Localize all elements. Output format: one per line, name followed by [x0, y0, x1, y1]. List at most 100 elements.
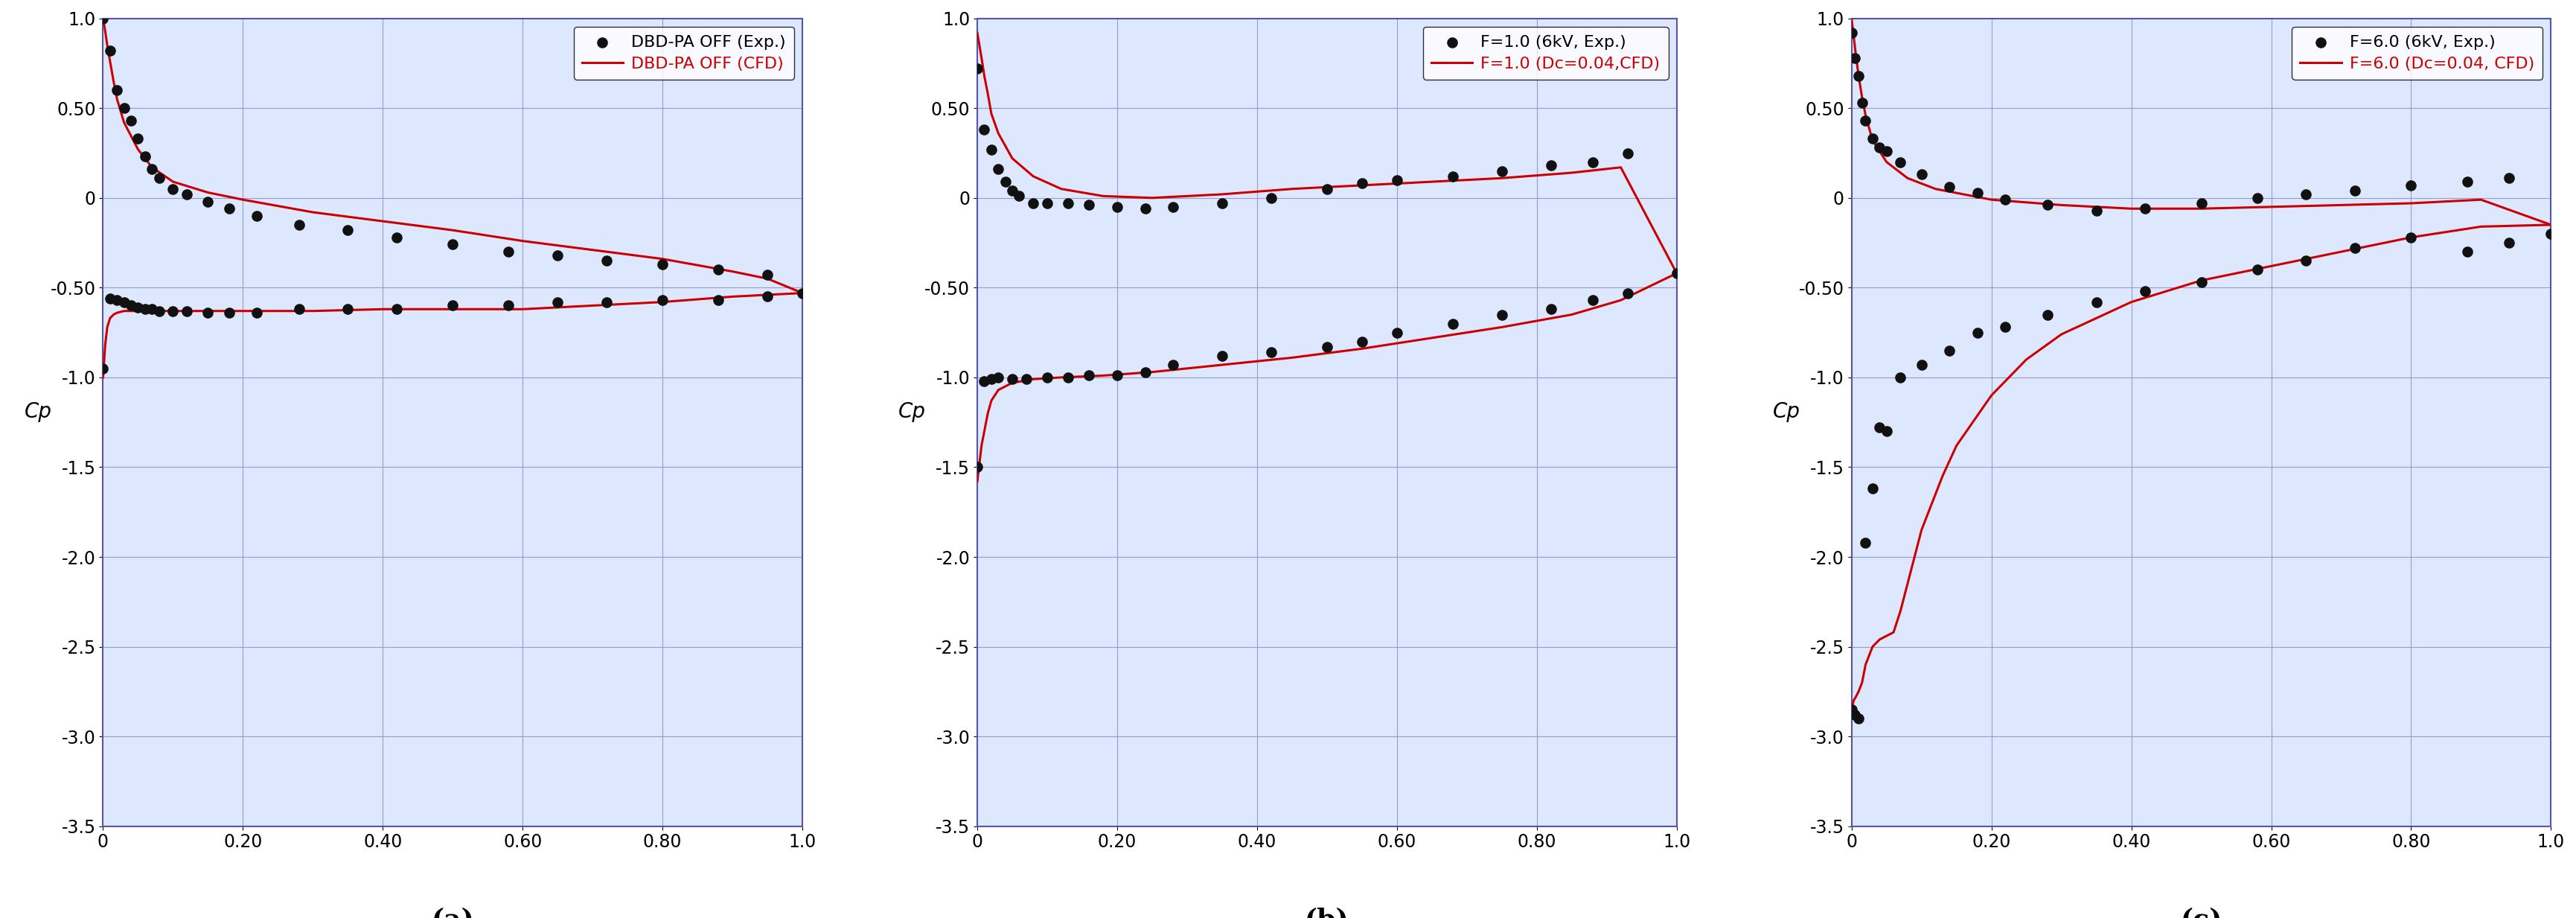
Line: DBD-PA OFF (CFD): DBD-PA OFF (CFD): [103, 293, 801, 377]
Point: [131, 162, 173, 176]
DBD-PA OFF (Exp.): [152, 304, 193, 319]
F=1.0 (6kV, Exp.): [971, 372, 1012, 386]
F=1.0 (Dc=0.04,CFD): [966, 440, 997, 451]
F=6.0 (Dc=0.04, CFD): [2396, 232, 2427, 243]
Point: [278, 218, 319, 232]
DBD-PA OFF (Exp.): [103, 295, 144, 309]
F=6.0 (6kV, Exp.): [2445, 244, 2486, 259]
F=6.0 (Dc=0.04, CFD): [2115, 297, 2146, 308]
Point: [698, 263, 739, 277]
DBD-PA OFF (CFD): [124, 306, 155, 317]
DBD-PA OFF (CFD): [108, 306, 139, 317]
DBD-PA OFF (CFD): [507, 304, 538, 315]
Point: [376, 230, 417, 245]
F=6.0 (6kV, Exp.): [2027, 308, 2069, 322]
F=1.0 (Dc=0.04,CFD): [1417, 332, 1448, 343]
Point: [118, 131, 160, 146]
F=6.0 (6kV, Exp.): [1834, 708, 1875, 722]
F=6.0 (6kV, Exp.): [1984, 319, 2025, 334]
F=1.0 (6kV, Exp.): [1432, 316, 1473, 330]
DBD-PA OFF (Exp.): [536, 295, 577, 309]
F=1.0 (Dc=0.04,CFD): [1018, 374, 1048, 385]
Point: [1432, 169, 1473, 184]
DBD-PA OFF (CFD): [368, 304, 399, 315]
F=6.0 (6kV, Exp.): [2488, 235, 2530, 250]
DBD-PA OFF (CFD): [144, 306, 175, 317]
F=1.0 (Dc=0.04,CFD): [1087, 370, 1118, 381]
F=6.0 (6kV, Exp.): [2285, 253, 2326, 268]
Point: [433, 237, 474, 252]
F=1.0 (6kV, Exp.): [1048, 370, 1090, 385]
F=6.0 (Dc=0.04, CFD): [1878, 627, 1909, 638]
DBD-PA OFF (CFD): [296, 306, 327, 317]
Y-axis label: Cp: Cp: [23, 401, 52, 422]
DBD-PA OFF (CFD): [227, 306, 258, 317]
F=6.0 (Dc=0.04, CFD): [2045, 329, 2076, 340]
Point: [2076, 203, 2117, 218]
Point: [2179, 196, 2221, 210]
Text: (c): (c): [2179, 907, 2221, 918]
Point: [103, 101, 144, 116]
DBD-PA OFF (CFD): [786, 287, 817, 298]
DBD-PA OFF (CFD): [90, 340, 121, 351]
Point: [747, 268, 788, 283]
DBD-PA OFF (Exp.): [167, 304, 209, 319]
F=1.0 (6kV, Exp.): [1481, 308, 1522, 322]
F=1.0 (6kV, Exp.): [1005, 372, 1046, 386]
Point: [1151, 199, 1193, 214]
F=6.0 (6kV, Exp.): [1852, 481, 1893, 496]
DBD-PA OFF (Exp.): [139, 304, 180, 319]
F=6.0 (Dc=0.04, CFD): [1837, 704, 1868, 715]
Text: (a): (a): [430, 907, 474, 918]
Point: [487, 244, 528, 259]
Point: [82, 11, 124, 26]
Point: [2236, 191, 2277, 206]
F=1.0 (Dc=0.04,CFD): [963, 458, 994, 469]
Text: (b): (b): [1303, 907, 1350, 918]
F=1.0 (6kV, Exp.): [1200, 349, 1242, 364]
Point: [976, 162, 1018, 176]
Point: [963, 122, 1005, 137]
Point: [2445, 174, 2486, 189]
Point: [2285, 187, 2326, 202]
Point: [1097, 199, 1139, 214]
F=6.0 (6kV, Exp.): [1929, 343, 1971, 358]
F=6.0 (Dc=0.04, CFD): [2254, 261, 2285, 272]
DBD-PA OFF (Exp.): [95, 293, 137, 308]
F=6.0 (6kV, Exp.): [2334, 241, 2375, 255]
Point: [536, 248, 577, 263]
F=6.0 (Dc=0.04, CFD): [1850, 659, 1880, 670]
Point: [2488, 171, 2530, 185]
Point: [1865, 144, 1906, 159]
DBD-PA OFF (Exp.): [237, 306, 278, 320]
DBD-PA OFF (Exp.): [278, 302, 319, 317]
Point: [167, 187, 209, 202]
F=6.0 (Dc=0.04, CFD): [2535, 219, 2566, 230]
F=6.0 (Dc=0.04, CFD): [1940, 440, 1971, 451]
Point: [2391, 178, 2432, 193]
DBD-PA OFF (Exp.): [111, 298, 152, 313]
Point: [1834, 50, 1875, 65]
F=6.0 (Dc=0.04, CFD): [2184, 275, 2215, 286]
Point: [90, 43, 131, 58]
DBD-PA OFF (Exp.): [188, 306, 229, 320]
Point: [124, 150, 165, 164]
Point: [1880, 154, 1922, 169]
Point: [188, 194, 229, 208]
Point: [1984, 193, 2025, 207]
Point: [1200, 196, 1242, 210]
F=1.0 (Dc=0.04,CFD): [961, 476, 992, 487]
DBD-PA OFF (Exp.): [781, 285, 822, 300]
F=1.0 (6kV, Exp.): [963, 374, 1005, 388]
F=1.0 (Dc=0.04,CFD): [1662, 268, 1692, 279]
Line: F=6.0 (Dc=0.04, CFD): F=6.0 (Dc=0.04, CFD): [1852, 225, 2550, 710]
Point: [1571, 154, 1613, 169]
Point: [1025, 196, 1066, 210]
Point: [1481, 163, 1522, 178]
F=1.0 (Dc=0.04,CFD): [1605, 295, 1636, 306]
Point: [1837, 69, 1878, 84]
Point: [1607, 146, 1649, 161]
Point: [1832, 26, 1873, 40]
F=6.0 (Dc=0.04, CFD): [2326, 246, 2357, 257]
DBD-PA OFF (CFD): [577, 300, 608, 311]
